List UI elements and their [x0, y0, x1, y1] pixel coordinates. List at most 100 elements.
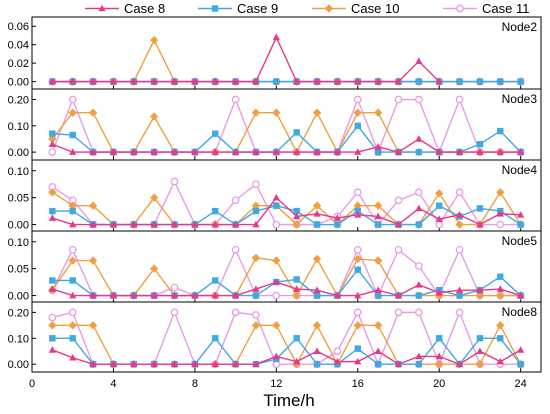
y-tick-label: 0.20: [8, 307, 29, 319]
data-point: [293, 148, 301, 155]
data-point: [150, 291, 158, 299]
data-point: [273, 202, 280, 209]
data-point: [415, 292, 423, 299]
data-point: [415, 204, 423, 212]
y-tick-label: 0.04: [8, 40, 29, 52]
data-point: [414, 95, 423, 104]
data-point: [496, 321, 505, 330]
data-point: [476, 220, 484, 228]
data-point: [150, 77, 158, 85]
data-point: [353, 95, 362, 104]
data-point: [313, 148, 321, 155]
y-tick-label: 0.00: [8, 147, 29, 159]
x-tick-label: 24: [515, 378, 527, 390]
panel-node2: 0.00 0.02 0.04 0.06 Node2: [8, 16, 542, 90]
data-point: [272, 148, 280, 155]
data-point: [69, 148, 77, 155]
legend-marker: [456, 4, 464, 13]
data-point: [517, 291, 525, 299]
data-point: [69, 77, 77, 85]
data-point: [353, 254, 362, 264]
data-point: [109, 360, 118, 368]
y-tick-label: 0.05: [8, 264, 29, 276]
legend-label: Case 9: [237, 1, 278, 16]
data-point: [475, 360, 485, 369]
data-point: [89, 360, 97, 368]
data-point: [232, 220, 240, 228]
data-point: [353, 188, 362, 197]
data-point: [333, 77, 341, 85]
data-point: [496, 209, 504, 217]
data-point: [456, 292, 463, 299]
data-point: [353, 108, 362, 117]
data-point: [415, 57, 423, 65]
data-point: [48, 140, 56, 148]
data-point: [435, 360, 444, 369]
data-point: [89, 148, 97, 155]
data-point: [353, 321, 362, 330]
data-point: [354, 211, 362, 218]
data-point: [293, 129, 300, 136]
panel-node5: 0.00 0.05 0.10 Node5: [8, 230, 542, 303]
data-point: [252, 207, 260, 215]
x-axis: 0 4 8 12 16 20 24: [29, 378, 527, 390]
data-point: [252, 148, 260, 155]
data-point: [455, 95, 464, 104]
x-tick-label: 12: [270, 378, 282, 390]
data-point: [231, 245, 240, 254]
data-point: [272, 352, 280, 360]
data-point: [373, 321, 383, 330]
node-label: Node5: [502, 234, 538, 248]
data-point: [476, 205, 484, 212]
data-point: [353, 201, 362, 210]
data-point: [313, 292, 321, 299]
y-tick-label: 0.06: [8, 21, 29, 33]
data-point: [272, 291, 281, 300]
data-point: [68, 308, 77, 317]
data-point: [150, 148, 158, 155]
data-point: [130, 220, 138, 228]
data-point: [191, 360, 199, 368]
data-point: [293, 276, 300, 283]
data-point: [394, 308, 403, 317]
data-point: [435, 77, 443, 85]
data-point: [170, 77, 179, 85]
data-point: [312, 201, 322, 210]
series-line: [52, 125, 522, 153]
y-tick-label: 0.05: [8, 193, 29, 205]
y-tick-label: 0.00: [8, 359, 29, 371]
node-label: Node3: [502, 92, 538, 106]
data-point: [517, 221, 524, 228]
data-point: [292, 291, 301, 300]
data-point: [374, 212, 382, 220]
data-point: [517, 211, 525, 218]
data-point: [435, 189, 444, 198]
y-tick-label: 0.00: [8, 220, 29, 232]
data-point: [89, 77, 97, 85]
data-point: [354, 148, 362, 155]
data-point: [374, 347, 382, 355]
data-point: [49, 277, 56, 284]
data-point: [455, 188, 464, 197]
series-line: [51, 249, 521, 297]
data-point: [211, 220, 219, 228]
data-point: [496, 220, 505, 229]
data-point: [476, 148, 484, 155]
legend-marker: [98, 4, 106, 12]
data-point: [373, 201, 383, 210]
data-point: [252, 311, 260, 319]
data-point: [292, 220, 301, 229]
data-point: [353, 245, 362, 254]
data-point: [334, 221, 341, 228]
data-point: [212, 207, 219, 215]
data-point: [415, 221, 423, 228]
panel-node8: 0.00 0.10 0.20 Node8: [8, 301, 542, 373]
data-point: [313, 77, 321, 85]
data-point: [293, 285, 301, 292]
data-point: [415, 361, 423, 368]
data-point: [293, 207, 300, 215]
panel-frame: [31, 16, 542, 90]
data-point: [212, 130, 219, 137]
series-line: [52, 349, 521, 365]
data-point: [497, 335, 504, 342]
